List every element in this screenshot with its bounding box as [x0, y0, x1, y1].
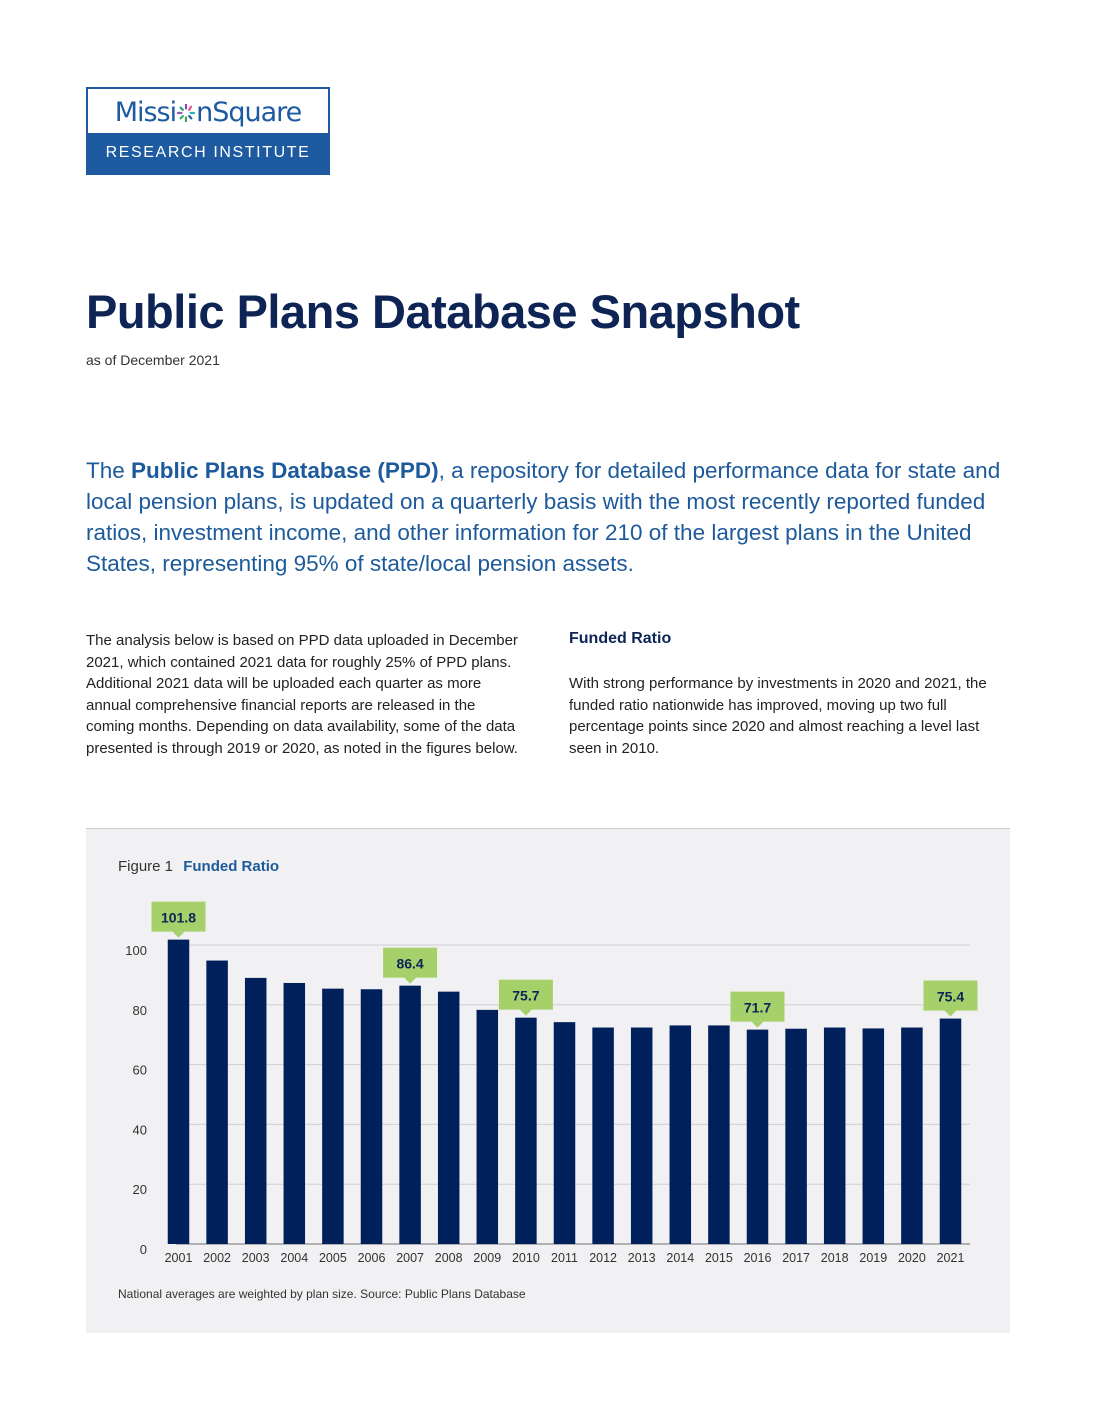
- data-label-2010: 75.7: [512, 988, 539, 1004]
- y-tick-label: 20: [133, 1182, 147, 1197]
- logo-wordmark: Missi nSquare: [88, 89, 328, 135]
- callout-pointer-2016: [751, 1021, 764, 1028]
- bar-2017: [785, 1028, 807, 1244]
- bar-2010: [515, 1017, 537, 1244]
- figure-number: Figure 1: [118, 858, 174, 875]
- x-tick-label: 2018: [821, 1251, 849, 1265]
- figure-panel: [86, 828, 1010, 1333]
- page-subtitle: as of December 2021: [86, 352, 220, 368]
- x-tick-label: 2020: [898, 1251, 926, 1265]
- callout-box-2021: [923, 980, 978, 1011]
- bar-2005: [322, 988, 344, 1244]
- figure-source: National averages are weighted by plan s…: [118, 1287, 526, 1301]
- bar-2018: [823, 1027, 846, 1244]
- callout-box-2016: [730, 991, 785, 1022]
- bar-2003: [244, 977, 267, 1244]
- page-title: Public Plans Database Snapshot: [86, 285, 800, 338]
- lead-bold-term: Public Plans Database (PPD): [131, 458, 439, 483]
- missionsquare-logo: Missi nSquare RESEARCH INSTITUTE: [86, 87, 330, 175]
- bar-2015: [708, 1025, 730, 1244]
- x-tick-label: 2008: [435, 1251, 463, 1265]
- bar-2008: [437, 991, 460, 1244]
- bar-2002: [206, 960, 228, 1244]
- bar-2019: [862, 1028, 885, 1244]
- figure-label: Figure 1 Funded Ratio: [118, 858, 279, 875]
- y-tick-label: 100: [125, 943, 147, 958]
- lead-prefix: The: [86, 458, 132, 483]
- bar-2013: [630, 1027, 653, 1244]
- callout-pointer-2021: [944, 1010, 957, 1017]
- bar-2001: [167, 939, 190, 1244]
- data-label-2001: 101.8: [161, 910, 196, 926]
- lead-paragraph: The Public Plans Database (PPD), a repos…: [86, 455, 1016, 579]
- data-label-2021: 75.4: [937, 989, 964, 1005]
- bar-2007: [399, 985, 421, 1244]
- x-tick-label: 2016: [744, 1251, 772, 1265]
- callout-pointer-2007: [404, 977, 417, 984]
- funded-ratio-heading: Funded Ratio: [569, 630, 672, 647]
- bar-2012: [592, 1027, 614, 1244]
- x-tick-label: 2012: [589, 1251, 617, 1265]
- funded-ratio-text: With strong performance by investments i…: [569, 675, 987, 757]
- callout-box-2001: [151, 901, 206, 932]
- analysis-note: The analysis below is based on PPD data …: [86, 632, 518, 757]
- x-tick-label: 2013: [628, 1251, 656, 1265]
- x-tick-label: 2011: [551, 1251, 578, 1265]
- x-tick-label: 2014: [666, 1251, 694, 1265]
- x-tick-label: 2002: [203, 1251, 231, 1265]
- y-tick-label: 40: [133, 1122, 147, 1137]
- callout-pointer-2001: [172, 931, 185, 938]
- x-tick-label: 2021: [937, 1251, 965, 1265]
- y-tick-label: 0: [140, 1242, 147, 1257]
- x-tick-label: 2009: [473, 1251, 501, 1265]
- x-tick-label: 2010: [512, 1251, 540, 1265]
- lead-text: , a repository for detailed performance …: [86, 458, 1001, 576]
- x-tick-label: 2019: [859, 1251, 887, 1265]
- y-tick-label: 60: [133, 1063, 147, 1078]
- x-tick-label: 2007: [396, 1251, 424, 1265]
- x-tick-label: 2005: [319, 1251, 347, 1265]
- y-tick-label: 80: [133, 1003, 147, 1018]
- x-tick-label: 2017: [782, 1251, 810, 1265]
- logo-text-part1: Missi: [114, 96, 177, 128]
- logo-tagline: RESEARCH INSTITUTE: [88, 133, 328, 173]
- data-label-2007: 86.4: [396, 956, 423, 972]
- x-tick-label: 2001: [165, 1251, 193, 1265]
- bar-2021: [939, 1018, 962, 1244]
- x-tick-label: 2004: [280, 1251, 308, 1265]
- data-label-2016: 71.7: [744, 1000, 771, 1016]
- logo-text-part2: nSquare: [196, 96, 302, 128]
- callout-box-2007: [383, 947, 438, 978]
- x-tick-label: 2003: [242, 1251, 270, 1265]
- callout-pointer-2010: [519, 1009, 532, 1016]
- bar-2009: [476, 1009, 499, 1244]
- figure-title: Funded Ratio: [183, 858, 280, 875]
- x-tick-label: 2015: [705, 1251, 733, 1265]
- bar-2014: [669, 1025, 692, 1244]
- x-tick-label: 2006: [358, 1251, 386, 1265]
- sunburst-icon: [177, 104, 196, 122]
- bar-2020: [901, 1027, 923, 1244]
- bar-2006: [360, 989, 383, 1244]
- funded-ratio-chart: 0 20 40 60 80 100 2001 101.8 2002 2003 2004 2005 200…: [125, 901, 978, 1265]
- callout-box-2010: [498, 979, 553, 1010]
- bar-2011: [553, 1022, 576, 1244]
- bar-2016: [746, 1029, 769, 1244]
- bar-2004: [283, 982, 306, 1244]
